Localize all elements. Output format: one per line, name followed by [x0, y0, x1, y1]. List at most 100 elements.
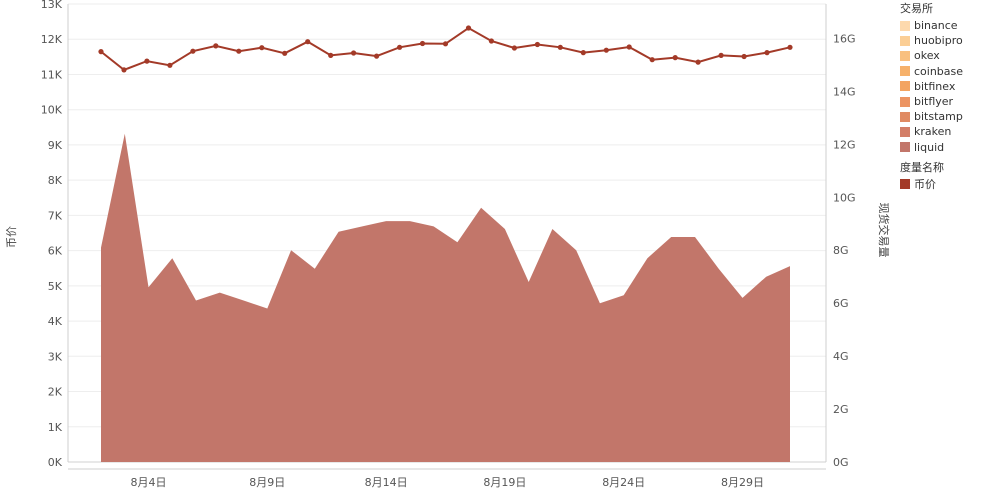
legend-item-price[interactable]: 币价: [900, 177, 1000, 192]
y-left-tick-label: 11K: [41, 68, 63, 81]
legend-swatch: [900, 20, 910, 31]
legend-item-bitflyer[interactable]: bitflyer: [900, 94, 1000, 109]
legend-item-liquid[interactable]: liquid: [900, 140, 1000, 155]
area-liquid: [101, 133, 790, 462]
y-right-tick-label: 10G: [833, 191, 856, 204]
price-point: [98, 49, 104, 55]
price-point: [718, 52, 724, 59]
price-point: [626, 44, 632, 50]
legend-label: binance: [914, 19, 958, 33]
y-left-tick-label: 6K: [48, 245, 63, 258]
price-point: [305, 39, 311, 45]
y-right-tick-label: 8G: [833, 244, 849, 257]
legend-items: binance huobipro okex coinbase bitfinex bitfl…: [900, 18, 1000, 155]
price-point: [511, 45, 517, 51]
legend-label: liquid: [914, 140, 945, 154]
legend-swatch: [900, 126, 910, 137]
x-tick-label: 8月4日: [131, 476, 167, 489]
price-point: [236, 48, 242, 54]
y-right-tick-label: 6G: [833, 297, 849, 310]
legend-label: kraken: [914, 125, 952, 139]
y-right-tick-label: 16G: [833, 32, 856, 45]
price-point: [374, 53, 380, 59]
legend-label-price: 币价: [914, 177, 936, 191]
legend-swatch: [900, 35, 910, 46]
y-left-tick-label: 10K: [41, 104, 63, 117]
x-tick-label: 8月9日: [249, 476, 285, 489]
y-right-tick-label: 14G: [833, 85, 856, 98]
stacked-areas: [101, 133, 790, 462]
y-left-tick-label: 4K: [48, 315, 63, 328]
price-point: [741, 53, 747, 60]
x-tick-label: 8月29日: [721, 476, 764, 489]
legend-item-coinbase[interactable]: coinbase: [900, 64, 1000, 79]
y-right-tick-label: 4G: [833, 350, 849, 363]
price-point: [465, 25, 472, 31]
legend-label: huobipro: [914, 34, 963, 48]
legend-item-binance[interactable]: binance: [900, 18, 1000, 33]
price-point: [121, 67, 127, 73]
y-left-tick-label: 3K: [48, 350, 63, 363]
price-point: [488, 38, 494, 44]
price-point: [167, 62, 173, 68]
price-point: [213, 43, 219, 49]
legend-swatch: [900, 81, 910, 92]
legend: 交易所 binance huobipro okex coinbase bitfinex b…: [900, 2, 1000, 192]
price-point: [442, 41, 449, 47]
legend-swatch: [900, 50, 910, 61]
y-left-axis-title: 币价: [5, 226, 18, 248]
legend-swatch: [900, 96, 910, 107]
price-point: [557, 44, 563, 50]
y-left-tick-label: 5K: [48, 280, 63, 293]
x-tick-label: 8月14日: [365, 476, 408, 489]
axes: 0K 1K 2K 3K 4K 5K 6K 7K 8K 9K 10K 11K 12K 13K 0G 2G 4G 6G…: [41, 0, 856, 489]
legend-item-kraken[interactable]: kraken: [900, 124, 1000, 139]
y-left-tick-label: 13K: [41, 0, 63, 11]
legend-swatch: [900, 111, 910, 122]
legend-item-bitfinex[interactable]: bitfinex: [900, 79, 1000, 94]
legend-swatch: [900, 66, 910, 77]
price-point: [787, 44, 793, 50]
price-line-layer: [98, 25, 793, 73]
price-point: [190, 48, 196, 54]
y-right-tick-label: 12G: [833, 138, 856, 151]
y-left-tick-label: 8K: [48, 174, 63, 187]
x-tick-label: 8月19日: [483, 476, 526, 489]
y-left-tick-label: 7K: [48, 209, 63, 222]
price-point: [351, 50, 357, 56]
legend-label: coinbase: [914, 64, 964, 78]
price-point: [672, 55, 678, 61]
legend-label: bitflyer: [914, 95, 954, 109]
legend-swatch: [900, 142, 910, 153]
price-point: [419, 40, 426, 47]
price-point: [764, 50, 770, 56]
y-left-tick-label: 2K: [48, 386, 63, 399]
legend-title: 交易所: [900, 2, 933, 15]
price-point: [397, 44, 403, 50]
y-left-tick-label: 1K: [48, 421, 63, 434]
price-point: [328, 52, 334, 59]
legend-item-bitstamp[interactable]: bitstamp: [900, 109, 1000, 124]
price-point: [580, 50, 586, 56]
legend-label: bitfinex: [914, 79, 956, 93]
legend-item-huobipro[interactable]: huobipro: [900, 33, 1000, 48]
price-point: [534, 41, 541, 48]
legend-item-okex[interactable]: okex: [900, 48, 1000, 63]
price-point: [649, 57, 655, 63]
price-point: [603, 47, 609, 53]
y-right-tick-label: 0G: [833, 456, 849, 469]
price-point: [282, 50, 288, 56]
price-point: [144, 58, 150, 64]
legend-swatch-price: [900, 179, 910, 190]
y-right-axis-title: 现货交易量: [877, 203, 891, 258]
legend-label: bitstamp: [914, 110, 963, 124]
price-point: [259, 45, 265, 51]
price-line: [100, 26, 791, 72]
y-left-tick-label: 12K: [41, 33, 63, 46]
x-tick-label: 8月24日: [602, 476, 645, 489]
price-point: [695, 59, 701, 65]
y-left-tick-label: 9K: [48, 139, 63, 152]
y-left-tick-label: 0K: [48, 456, 63, 469]
y-right-tick-label: 2G: [833, 403, 849, 416]
